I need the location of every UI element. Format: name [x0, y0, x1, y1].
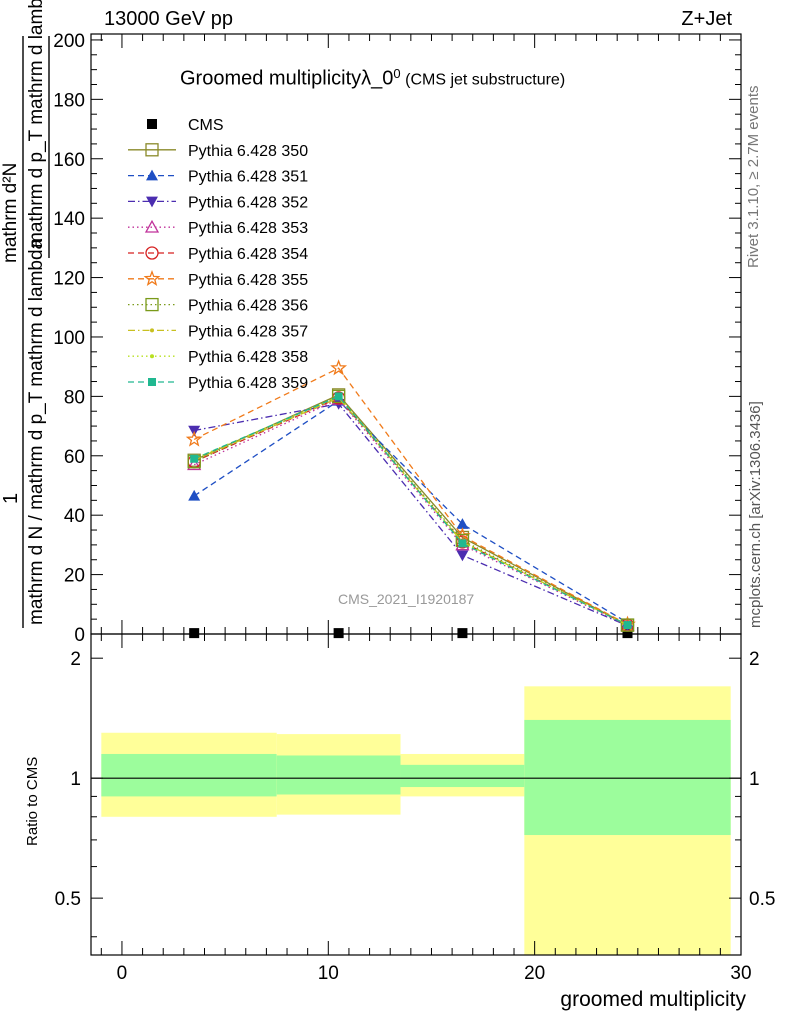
ylabel-fraction-denominator: mathrm d p_T mathrm d lambda: [26, 0, 47, 248]
data-point-10-3: [623, 621, 632, 630]
legend-label-3: Pythia 6.428 352: [188, 194, 308, 211]
series-line-2: [193, 399, 628, 624]
plot-title-main: Groomed multiplicityλ_0: [180, 67, 394, 90]
legend-marker-6: [143, 269, 161, 286]
y-tick-label: 60: [64, 447, 85, 468]
data-point-6-1: [330, 359, 348, 376]
series-line-1: [193, 394, 628, 626]
legend-marker-3: [146, 196, 158, 208]
legend-marker-0: [147, 119, 157, 129]
x-tick-label: 20: [524, 963, 545, 984]
data-point-4-0: [187, 457, 202, 471]
data-point-3-2: [456, 550, 469, 562]
legend-marker-2: [146, 169, 158, 181]
analysis-watermark: CMS_2021_I1920187: [338, 591, 475, 607]
y-tick-label: 180: [53, 90, 85, 111]
x-tick-label: 30: [730, 963, 751, 984]
ylabel-denominator: mathrm d N / mathrm d p_T mathrm d lambd…: [26, 238, 47, 625]
x-axis-label: groomed multiplicity: [560, 988, 746, 1011]
legend-marker-1: [145, 143, 159, 157]
y-tick-label: 140: [53, 209, 85, 230]
data-point-2-0: [188, 489, 201, 501]
y-tick-label: 200: [53, 31, 85, 52]
y-tick-label: 0: [74, 625, 85, 646]
y-tick-label: 100: [53, 328, 85, 349]
ratio-inner-band-0: [101, 753, 277, 797]
series-line-3: [194, 403, 628, 627]
legend-label-7: Pythia 6.428 356: [188, 298, 308, 315]
legend-marker-4: [144, 219, 160, 233]
y-tick-label: 20: [64, 566, 85, 587]
y-tick-label: 160: [53, 150, 85, 171]
main-panel: 0 20 40 60 80 100 120 140 160 180 200 CMS Pythia 6.4…: [22, 31, 742, 646]
legend-label-10: Pythia 6.428 359: [188, 375, 308, 392]
ylabel-fraction-numerator: mathrm d²N: [0, 162, 21, 263]
legend-label-9: Pythia 6.428 358: [188, 349, 308, 366]
legend-label-0: CMS: [188, 117, 224, 134]
legend-marker-5: [145, 246, 159, 260]
legend-marker-9: [150, 354, 154, 359]
ratio-panel: 0 10 20 30 0.5 0.5 1 1 2 2: [55, 633, 775, 984]
ratio-frame: [90, 633, 742, 956]
legend-label-8: Pythia 6.428 357: [188, 323, 308, 340]
ratio-y-tick-label-right: 0.5: [749, 889, 775, 910]
data-point-0-2: [457, 628, 468, 639]
ratio-inner-band-1: [276, 755, 401, 795]
y-tick-label: 80: [64, 387, 85, 408]
series-line-10: [193, 395, 628, 626]
ratio-y-tick-label-left: 0.5: [55, 889, 81, 910]
legend-marker-7: [145, 297, 159, 312]
ratio-inner-band-3: [524, 719, 731, 836]
data-point-7-1: [331, 389, 346, 404]
series-line-4: [193, 398, 628, 627]
data-point-10-2: [458, 539, 467, 548]
legend-label-4: Pythia 6.428 353: [188, 220, 308, 237]
ratio-y-tick-label-left: 1: [70, 769, 81, 790]
mcplots-label: mcplots.cern.ch [arXiv:1306.3436]: [747, 401, 764, 628]
ratio-y-tick-label-left: 2: [70, 649, 81, 670]
ratio-y-tick-label-right: 2: [749, 649, 760, 670]
data-point-10-0: [190, 454, 199, 463]
data-point-2-2: [456, 518, 469, 529]
legend-label-1: Pythia 6.428 350: [188, 143, 308, 160]
data-point-6-2: [454, 527, 471, 544]
data-point-0-3: [622, 628, 633, 639]
plot-title-sub: (CMS jet substructure): [405, 71, 566, 89]
ratio-inner-band-2: [400, 764, 525, 788]
legend-label-6: Pythia 6.428 355: [188, 272, 308, 289]
ratio-y-tick-label-right: 1: [749, 769, 760, 790]
data-point-0-0: [189, 628, 200, 639]
plot-title: Groomed multiplicityλ_00 (CMS jet substr…: [180, 66, 565, 90]
process-label: Z+Jet: [681, 8, 732, 30]
legend-marker-10: [148, 378, 156, 386]
energy-label: 13000 GeV pp: [104, 8, 233, 30]
y-tick-label: 40: [64, 506, 85, 527]
series-line-6: [193, 367, 628, 626]
x-tick-label: 10: [318, 963, 339, 984]
rivet-label: Rivet 3.1.10, ≥ 2.7M events: [745, 85, 762, 269]
data-point-10-1: [334, 392, 343, 401]
data-point-7-3: [620, 618, 635, 632]
x-tick-label: 0: [117, 963, 128, 984]
legend-label-2: Pythia 6.428 351: [188, 169, 308, 186]
legend-marker-8: [150, 328, 154, 333]
ratio-ylabel: Ratio to CMS: [24, 756, 41, 846]
ylabel-numerator-one: 1: [0, 492, 22, 504]
data-point-0-1: [333, 628, 344, 639]
legend-label-5: Pythia 6.428 354: [188, 246, 308, 263]
data-point-6-0: [185, 430, 203, 447]
y-tick-label: 120: [53, 269, 85, 290]
plot-title-sup: 0: [393, 66, 401, 81]
